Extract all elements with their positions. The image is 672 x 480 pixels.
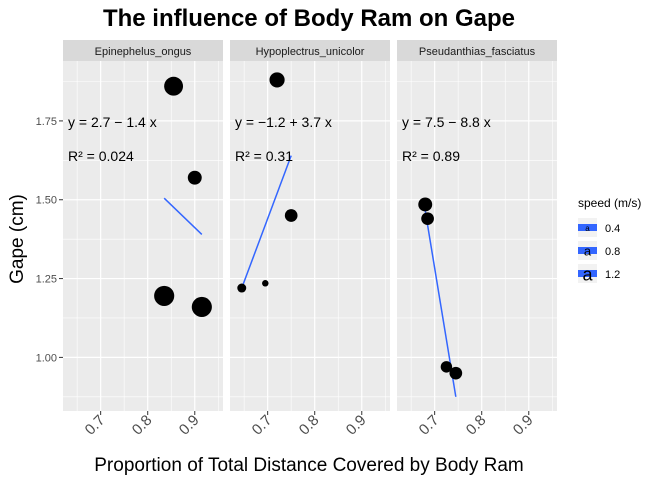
panel-background [397, 61, 557, 411]
x-tick-label: 0.8 [463, 412, 490, 439]
regression-equation: y = 2.7 − 1.4 x [68, 114, 157, 130]
facet-strip [397, 40, 557, 61]
facet-strip-label: Hypoplectrus_unicolor [256, 46, 365, 58]
r-squared-label: R² = 0.024 [68, 148, 134, 164]
y-axis: 1.00 1.25 1.50 1.75 [36, 116, 63, 364]
data-point [449, 366, 463, 380]
facet-strip-label: Epinephelus_ongus [95, 46, 192, 58]
legend-key-line [578, 224, 597, 231]
y-axis-title: Gape (cm) [7, 194, 28, 284]
data-point [187, 170, 202, 185]
x-tick-label: 0.9 [343, 412, 370, 439]
legend: speed (m/s) a 0.4 a 0.8 a 1.2 [578, 196, 641, 284]
x-tick-label: 0.7 [82, 412, 109, 439]
data-point [440, 361, 453, 373]
legend-key-glyph: a [585, 224, 590, 233]
x-axis-title: Proportion of Total Distance Covered by … [94, 455, 523, 476]
regression-line [163, 197, 203, 235]
x-tick-label: 0.7 [416, 412, 443, 439]
x-tick-label: 0.8 [129, 412, 156, 439]
legend-key-line [578, 270, 597, 277]
legend-key-glyph: a [584, 244, 592, 259]
chart-title: The influence of Body Ram on Gape [103, 5, 515, 32]
y-tick-label: 1.25 [36, 274, 57, 286]
y-tick-label: 1.50 [36, 195, 57, 207]
y-tick-label: 1.00 [36, 352, 57, 364]
data-point [262, 280, 269, 287]
regression-equation: y = 7.5 − 8.8 x [402, 114, 491, 130]
data-point [418, 197, 433, 212]
legend-key-glyph: a [582, 264, 593, 284]
legend-key: a [578, 264, 597, 284]
legend-title: speed (m/s) [578, 196, 641, 210]
regression-line [241, 155, 292, 289]
legend-key: a [578, 218, 597, 237]
x-tick-label: 0.7 [249, 412, 276, 439]
legend-label: 1.2 [605, 269, 620, 281]
data-point [154, 285, 175, 306]
data-point [164, 76, 184, 96]
panel-background [230, 61, 390, 411]
facet-strip [230, 40, 390, 61]
facet-strip-label: Pseudanthias_fasciatus [419, 46, 536, 58]
y-tick-label: 1.75 [36, 116, 57, 128]
x-tick-label: 0.8 [296, 412, 323, 439]
data-point [269, 72, 285, 88]
data-point [191, 296, 212, 318]
x-tick-label: 0.9 [510, 412, 537, 439]
x-tick-label: 0.9 [176, 412, 203, 439]
panel-background [63, 61, 223, 411]
legend-label: 0.8 [605, 246, 620, 258]
facet-strip [63, 40, 223, 61]
legend-label: 0.4 [605, 223, 620, 235]
data-point [421, 212, 434, 225]
data-point [237, 283, 247, 293]
legend-key-line [578, 247, 597, 254]
r-squared-label: R² = 0.31 [235, 148, 293, 164]
regression-equation: y = −1.2 + 3.7 x [235, 114, 332, 130]
data-point [284, 209, 298, 222]
r-squared-label: R² = 0.89 [402, 148, 460, 164]
legend-key: a [578, 241, 597, 260]
